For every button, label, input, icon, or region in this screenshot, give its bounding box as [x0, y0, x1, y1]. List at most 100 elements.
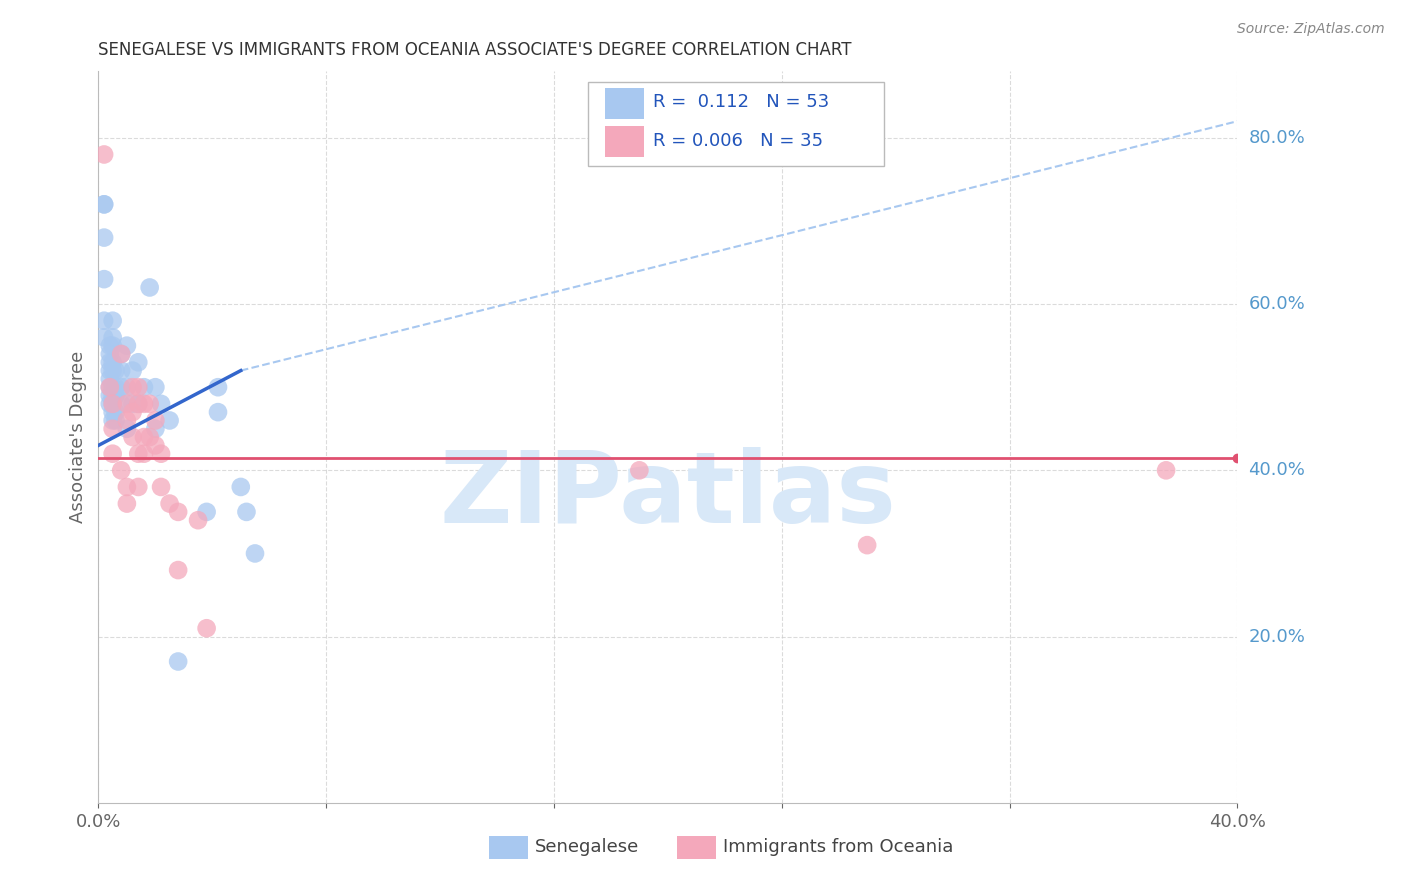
Text: 20.0%: 20.0% [1249, 628, 1305, 646]
Point [243, 546, 266, 560]
Point [195, 621, 218, 635]
Point [159, 497, 181, 511]
Point [110, 347, 132, 361]
Point [101, 447, 124, 461]
Point [167, 655, 190, 669]
Point [150, 397, 173, 411]
Point [145, 438, 167, 452]
Point [101, 388, 124, 402]
Point [127, 480, 149, 494]
Point [167, 505, 190, 519]
Point [159, 413, 181, 427]
Point [115, 480, 138, 494]
Point [93, 330, 115, 344]
Text: SENEGALESE VS IMMIGRANTS FROM OCEANIA ASSOCIATE'S DEGREE CORRELATION CHART: SENEGALESE VS IMMIGRANTS FROM OCEANIA AS… [98, 41, 852, 59]
FancyBboxPatch shape [605, 87, 644, 119]
Point [127, 397, 149, 411]
Point [93, 272, 115, 286]
Point [145, 380, 167, 394]
Point [856, 538, 879, 552]
Point [104, 388, 127, 402]
Point [628, 463, 651, 477]
Point [187, 513, 209, 527]
Point [121, 405, 143, 419]
Point [101, 422, 124, 436]
Point [101, 397, 124, 411]
Point [138, 280, 160, 294]
Point [115, 422, 138, 436]
Point [110, 380, 132, 394]
Point [98, 347, 121, 361]
Point [121, 380, 143, 394]
Point [138, 397, 160, 411]
Point [98, 372, 121, 386]
Point [207, 405, 229, 419]
Point [93, 230, 115, 244]
Text: 40.0%: 40.0% [1249, 461, 1305, 479]
Point [110, 363, 132, 377]
Point [229, 480, 252, 494]
Point [101, 413, 124, 427]
Point [93, 197, 115, 211]
Point [115, 497, 138, 511]
Point [98, 380, 121, 394]
Point [115, 397, 138, 411]
Point [93, 147, 115, 161]
Point [110, 347, 132, 361]
FancyBboxPatch shape [605, 126, 644, 157]
Point [101, 363, 124, 377]
Text: Senegalese: Senegalese [534, 838, 638, 856]
Point [115, 413, 138, 427]
Point [167, 563, 190, 577]
Point [104, 363, 127, 377]
Point [1154, 463, 1177, 477]
Point [110, 397, 132, 411]
Point [127, 355, 149, 369]
Text: 80.0%: 80.0% [1249, 128, 1305, 147]
Point [121, 430, 143, 444]
Point [127, 447, 149, 461]
Point [132, 447, 155, 461]
Point [132, 430, 155, 444]
Point [98, 388, 121, 402]
Point [150, 447, 173, 461]
Text: R =  0.112   N = 53: R = 0.112 N = 53 [652, 94, 830, 112]
Point [101, 314, 124, 328]
Point [138, 430, 160, 444]
Point [98, 338, 121, 352]
Text: ZIPatlas: ZIPatlas [440, 447, 896, 544]
Point [145, 422, 167, 436]
Text: Source: ZipAtlas.com: Source: ZipAtlas.com [1237, 22, 1385, 37]
Point [104, 380, 127, 394]
Point [101, 338, 124, 352]
Text: 60.0%: 60.0% [1249, 295, 1305, 313]
Point [121, 363, 143, 377]
Point [150, 480, 173, 494]
Point [110, 463, 132, 477]
Point [127, 380, 149, 394]
Point [101, 397, 124, 411]
Point [115, 380, 138, 394]
Point [132, 397, 155, 411]
Y-axis label: Associate's Degree: Associate's Degree [69, 351, 87, 524]
FancyBboxPatch shape [489, 836, 527, 859]
Point [98, 363, 121, 377]
Point [104, 413, 127, 427]
Point [132, 380, 155, 394]
Point [93, 197, 115, 211]
Text: Immigrants from Oceania: Immigrants from Oceania [723, 838, 953, 856]
FancyBboxPatch shape [676, 836, 716, 859]
Point [104, 405, 127, 419]
Point [235, 505, 257, 519]
Point [115, 338, 138, 352]
Point [127, 397, 149, 411]
FancyBboxPatch shape [588, 82, 884, 167]
Text: R = 0.006   N = 35: R = 0.006 N = 35 [652, 132, 823, 150]
Point [195, 505, 218, 519]
Point [101, 380, 124, 394]
Point [101, 355, 124, 369]
Point [93, 314, 115, 328]
Point [207, 380, 229, 394]
Point [101, 405, 124, 419]
Point [145, 413, 167, 427]
